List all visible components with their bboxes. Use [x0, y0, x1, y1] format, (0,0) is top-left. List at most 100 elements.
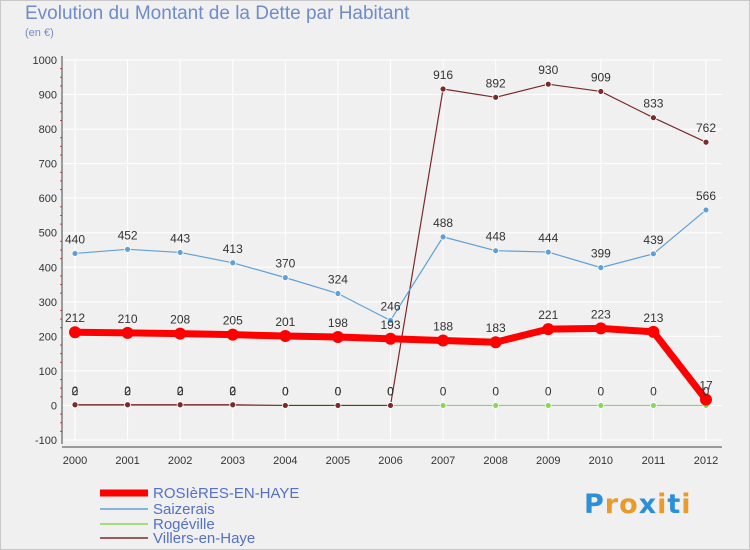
data-point: [492, 247, 500, 255]
data-label: 0: [229, 384, 236, 398]
data-point: [544, 248, 552, 256]
data-point: [437, 334, 450, 347]
data-label: 0: [335, 384, 342, 398]
data-label: 833: [643, 97, 663, 111]
data-label: 221: [538, 308, 558, 322]
data-label: 566: [696, 189, 716, 203]
data-point: [334, 290, 342, 297]
data-label: 440: [65, 232, 85, 246]
x-tick-label: 2000: [63, 455, 87, 467]
data-label: 0: [440, 384, 447, 398]
data-label: 193: [380, 318, 400, 332]
x-tick-label: 2008: [483, 455, 507, 467]
data-label: 2: [72, 384, 79, 398]
logo-letter: t: [667, 489, 682, 520]
x-tick-label: 2002: [168, 455, 192, 467]
data-label: 183: [486, 321, 506, 335]
data-label: 443: [170, 231, 190, 245]
data-label: 0: [335, 384, 342, 398]
data-label: 210: [118, 312, 138, 326]
y-tick-label: 0: [51, 400, 57, 412]
data-point: [226, 328, 239, 341]
data-label: 188: [433, 320, 453, 334]
data-point: [650, 250, 657, 258]
data-point: [281, 274, 289, 282]
x-tick-label: 2003: [221, 455, 245, 467]
data-point: [597, 264, 605, 272]
x-tick-label: 2010: [589, 455, 613, 467]
data-label: 399: [591, 247, 611, 261]
data-point: [702, 138, 710, 146]
data-label: 0: [282, 384, 289, 398]
chart-unit: (en €): [25, 27, 54, 39]
proxiti-logo: Proxiti: [584, 489, 692, 520]
data-point: [544, 80, 552, 88]
logo-letter: i: [681, 489, 692, 520]
x-tick-label: 2001: [115, 455, 139, 467]
data-label: 916: [433, 68, 453, 82]
data-label: 0: [703, 384, 710, 398]
logo-letter: P: [584, 489, 605, 520]
data-label: 2: [229, 384, 236, 398]
data-point: [542, 323, 555, 336]
x-tick-label: 2004: [273, 455, 297, 467]
data-label: 448: [486, 230, 506, 244]
data-point: [229, 401, 237, 409]
data-label: 488: [433, 216, 453, 230]
legend-label: Villers-en-Haye: [153, 530, 255, 547]
data-point: [281, 402, 289, 409]
data-point: [439, 402, 447, 409]
y-tick-label: 700: [39, 159, 57, 171]
data-point: [650, 114, 657, 122]
data-label: 213: [643, 311, 663, 325]
logo-letter: o: [619, 489, 639, 520]
data-point: [71, 401, 79, 409]
data-label: 2: [177, 384, 184, 398]
chart-title: Evolution du Montant de la Dette par Hab…: [25, 3, 410, 24]
data-point: [387, 402, 394, 409]
data-label: 0: [387, 384, 394, 398]
data-label: 324: [328, 273, 348, 287]
data-label: 0: [282, 384, 289, 398]
data-label: 452: [118, 228, 138, 242]
data-point: [124, 401, 131, 409]
y-tick-label: 500: [39, 228, 57, 240]
y-tick-label: 200: [39, 331, 57, 343]
data-point: [597, 88, 605, 95]
data-label: 0: [492, 384, 499, 398]
data-label: 2: [124, 384, 131, 398]
data-label: 909: [591, 70, 611, 84]
data-label: 0: [597, 384, 604, 398]
data-point: [71, 250, 79, 257]
data-point: [702, 206, 710, 214]
data-label: 370: [275, 257, 295, 271]
data-point: [489, 336, 502, 349]
data-point: [279, 330, 292, 343]
data-point: [439, 85, 447, 93]
data-label: 208: [170, 313, 190, 327]
data-point: [334, 402, 342, 409]
data-label: 205: [223, 314, 243, 328]
data-label: 930: [538, 63, 558, 77]
data-point: [647, 325, 660, 338]
data-label: 201: [275, 315, 295, 329]
data-point: [176, 401, 184, 409]
data-label: 17: [699, 379, 713, 393]
x-tick-label: 2005: [326, 455, 350, 467]
logo-letter: r: [604, 489, 620, 520]
y-tick-label: 900: [39, 90, 57, 102]
data-label: 0: [124, 384, 131, 398]
data-point: [121, 326, 134, 339]
data-point: [439, 233, 447, 241]
data-label: 439: [643, 233, 663, 247]
data-label: 212: [65, 311, 85, 325]
x-tick-label: 2009: [536, 455, 560, 467]
data-label: 0: [72, 384, 79, 398]
data-point: [594, 322, 607, 335]
data-label: 246: [380, 299, 400, 313]
x-tick-label: 2007: [431, 455, 455, 467]
x-tick-label: 2011: [642, 455, 666, 467]
data-point: [492, 93, 500, 101]
data-label: 444: [538, 231, 558, 245]
